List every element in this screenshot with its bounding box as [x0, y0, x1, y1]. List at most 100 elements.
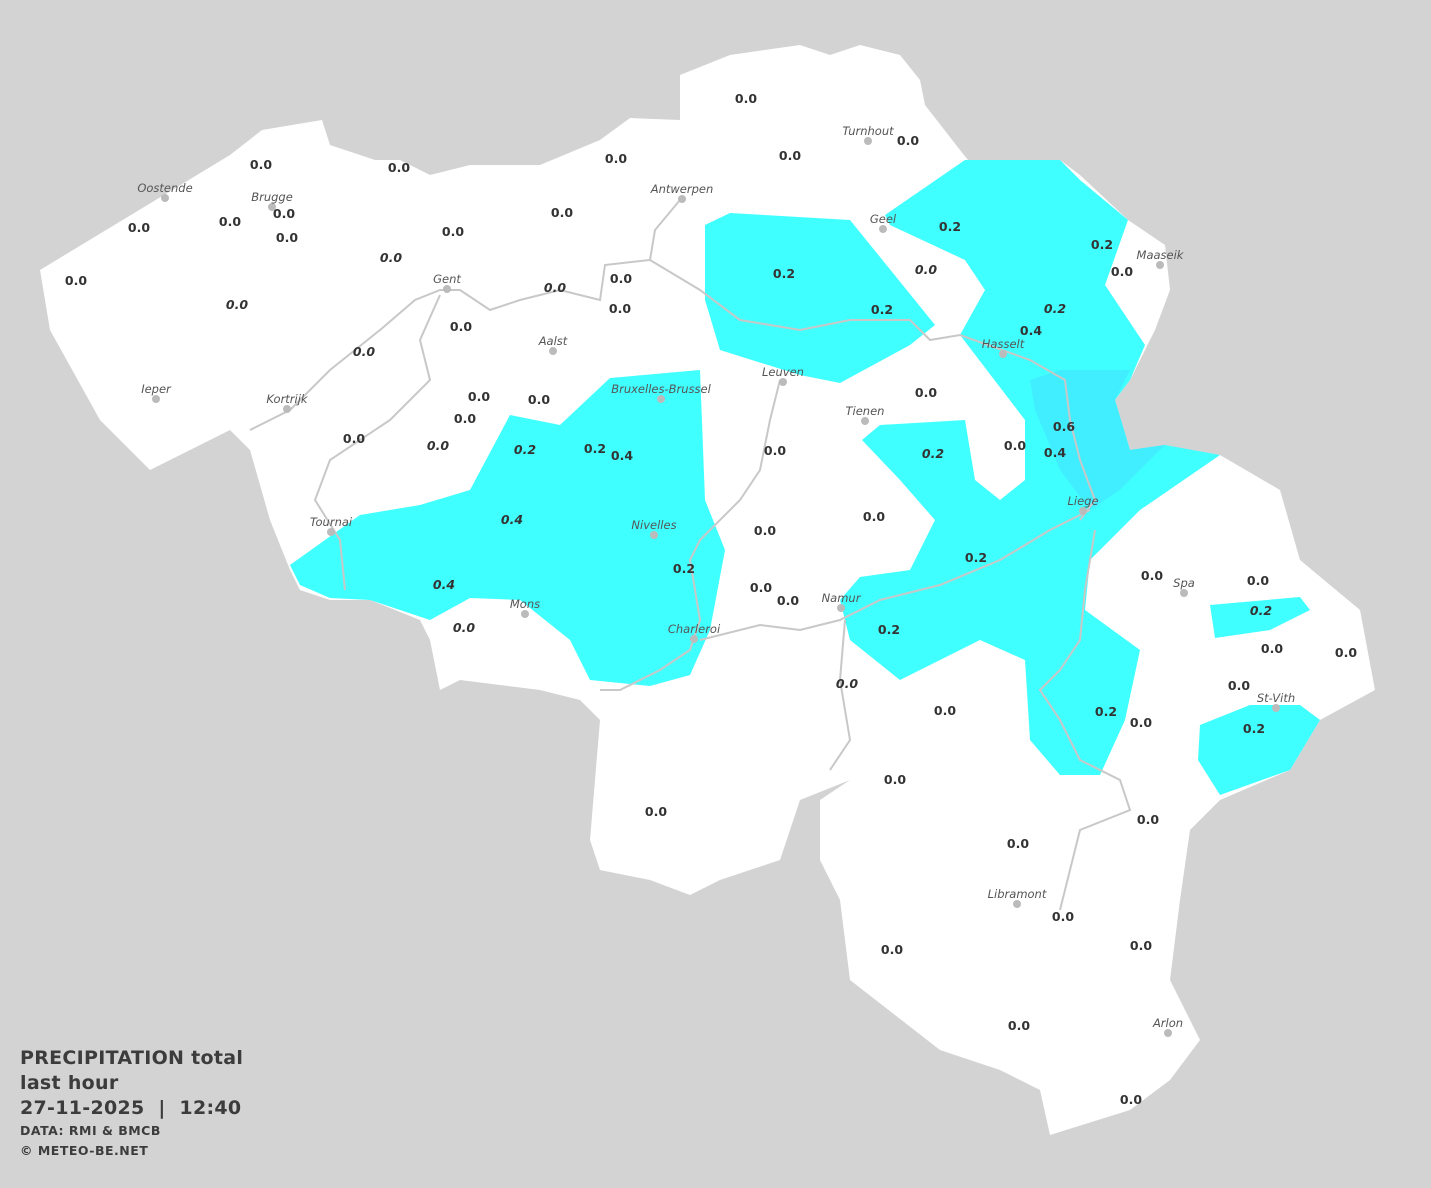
city-label: Maaseik [1137, 248, 1185, 262]
precipitation-reading: 0.0 [1141, 568, 1163, 583]
precipitation-reading: 0.0 [1130, 938, 1152, 953]
city-label: Geel [870, 212, 897, 226]
precipitation-reading: 0.0 [1004, 438, 1026, 453]
precipitation-reading: 0.2 [1095, 704, 1117, 719]
city-label: Spa [1173, 576, 1195, 590]
precipitation-reading: 0.0 [450, 319, 472, 334]
map-title-line1: PRECIPITATION total [20, 1047, 244, 1069]
precipitation-reading: 0.0 [863, 509, 885, 524]
precipitation-reading: 0.0 [609, 301, 631, 316]
precipitation-reading: 0.0 [610, 271, 632, 286]
city-marker [268, 203, 276, 211]
precipitation-reading: 0.0 [605, 151, 627, 166]
precipitation-reading: 0.0 [915, 262, 937, 277]
city-label: Ieper [141, 382, 172, 396]
city-marker [678, 195, 686, 203]
precipitation-reading: 0.4 [433, 577, 455, 592]
city-marker [657, 395, 665, 403]
river-scheldt [249, 199, 681, 431]
precipitation-reading: 0.0 [735, 91, 757, 106]
precipitation-reading: 0.0 [1228, 678, 1250, 693]
city-label: Gent [433, 272, 461, 286]
precipitation-reading: 0.2 [773, 266, 795, 281]
city-label: Brugge [251, 190, 293, 204]
precipitation-reading: 0.2 [878, 622, 900, 637]
precipitation-reading: 0.0 [884, 772, 906, 787]
precipitation-reading: 0.0 [645, 804, 667, 819]
cities: Oostende Brugge Antwerpen Turnhout Geel Maase… [137, 124, 1295, 1037]
precipitation-reading: 0.0 [777, 593, 799, 608]
precipitation-reading: 0.0 [1120, 1092, 1142, 1107]
precipitation-reading: 0.0 [915, 385, 937, 400]
precipitation-reading: 0.0 [754, 523, 776, 538]
city-label: Antwerpen [650, 182, 714, 196]
city-label: Tournai [310, 515, 353, 529]
city-marker [152, 395, 160, 403]
precipitation-area [1210, 597, 1310, 638]
precipitation-area [1030, 370, 1165, 510]
map-title-line2: last hour [20, 1072, 119, 1094]
city-label: Libramont [988, 887, 1047, 901]
city-label: Turnhout [842, 124, 894, 138]
city-label: St-Vith [1257, 691, 1295, 705]
precipitation-reading: 0.0 [226, 297, 248, 312]
city-label: Nivelles [631, 518, 676, 532]
precipitation-reading: 0.4 [611, 448, 633, 463]
precipitation-area [705, 213, 935, 383]
city-label: Charleroi [668, 622, 721, 636]
precipitation-reading: 0.0 [1261, 641, 1283, 656]
map-legend: PRECIPITATION total last hour 27-11-2025… [20, 1046, 243, 1161]
precipitation-reading: 0.0 [468, 389, 490, 404]
city-label: Tienen [846, 404, 885, 418]
city-marker [1079, 507, 1087, 515]
city-marker [861, 417, 869, 425]
city-marker [283, 405, 291, 413]
river-meuse-sambre [600, 379, 1132, 911]
city-label: Hasselt [982, 337, 1025, 351]
precipitation-reading: 0.2 [584, 441, 606, 456]
precipitation-reading: 0.0 [1247, 573, 1269, 588]
city-label: Mons [510, 597, 540, 611]
precipitation-reading: 0.0 [750, 580, 772, 595]
precipitation-reading: 0.0 [276, 230, 298, 245]
city-marker [1156, 261, 1164, 269]
rivers [249, 199, 1132, 911]
precipitation-area [1198, 705, 1320, 795]
precipitation-reading: 0.0 [1052, 909, 1074, 924]
precipitation-reading: 0.0 [380, 250, 402, 265]
city-marker [837, 604, 845, 612]
precipitation-reading: 0.0 [1130, 715, 1152, 730]
city-label: Kortrijk [266, 392, 309, 406]
city-marker [690, 635, 698, 643]
precipitation-reading: 0.0 [551, 205, 573, 220]
precipitation-reading: 0.2 [1044, 301, 1066, 316]
precipitation-reading: 0.0 [388, 160, 410, 175]
precipitation-reading: 0.2 [1243, 721, 1265, 736]
precipitation-reading: 0.0 [454, 411, 476, 426]
precipitation-reading: 0.0 [442, 224, 464, 239]
precipitation-reading: 0.0 [1008, 1018, 1030, 1033]
precipitation-reading: 0.0 [779, 148, 801, 163]
river-dender [313, 294, 441, 591]
precipitation-reading: 0.2 [965, 550, 987, 565]
precipitation-reading: 0.0 [1137, 812, 1159, 827]
city-marker [1013, 900, 1021, 908]
precipitation-reading: 0.4 [1044, 445, 1066, 460]
precipitation-reading: 0.0 [343, 431, 365, 446]
data-source: DATA: RMI & BMCB [20, 1123, 161, 1138]
precipitation-reading: 0.0 [544, 280, 566, 295]
precipitation-reading: 0.0 [934, 703, 956, 718]
city-marker [999, 350, 1007, 358]
precipitation-reading: 0.0 [453, 620, 475, 635]
precipitation-reading: 0.2 [922, 446, 944, 461]
precipitation-reading: 0.4 [1020, 323, 1042, 338]
precipitation-reading: 0.2 [514, 442, 536, 457]
precipitation-reading: 0.0 [897, 133, 919, 148]
city-label: Leuven [762, 365, 804, 379]
precipitation-reading: 0.0 [1111, 264, 1133, 279]
city-label: Arlon [1152, 1016, 1183, 1030]
precipitation-reading: 0.2 [871, 302, 893, 317]
city-marker [443, 285, 451, 293]
copyright: © METEO-BE.NET [20, 1143, 149, 1158]
